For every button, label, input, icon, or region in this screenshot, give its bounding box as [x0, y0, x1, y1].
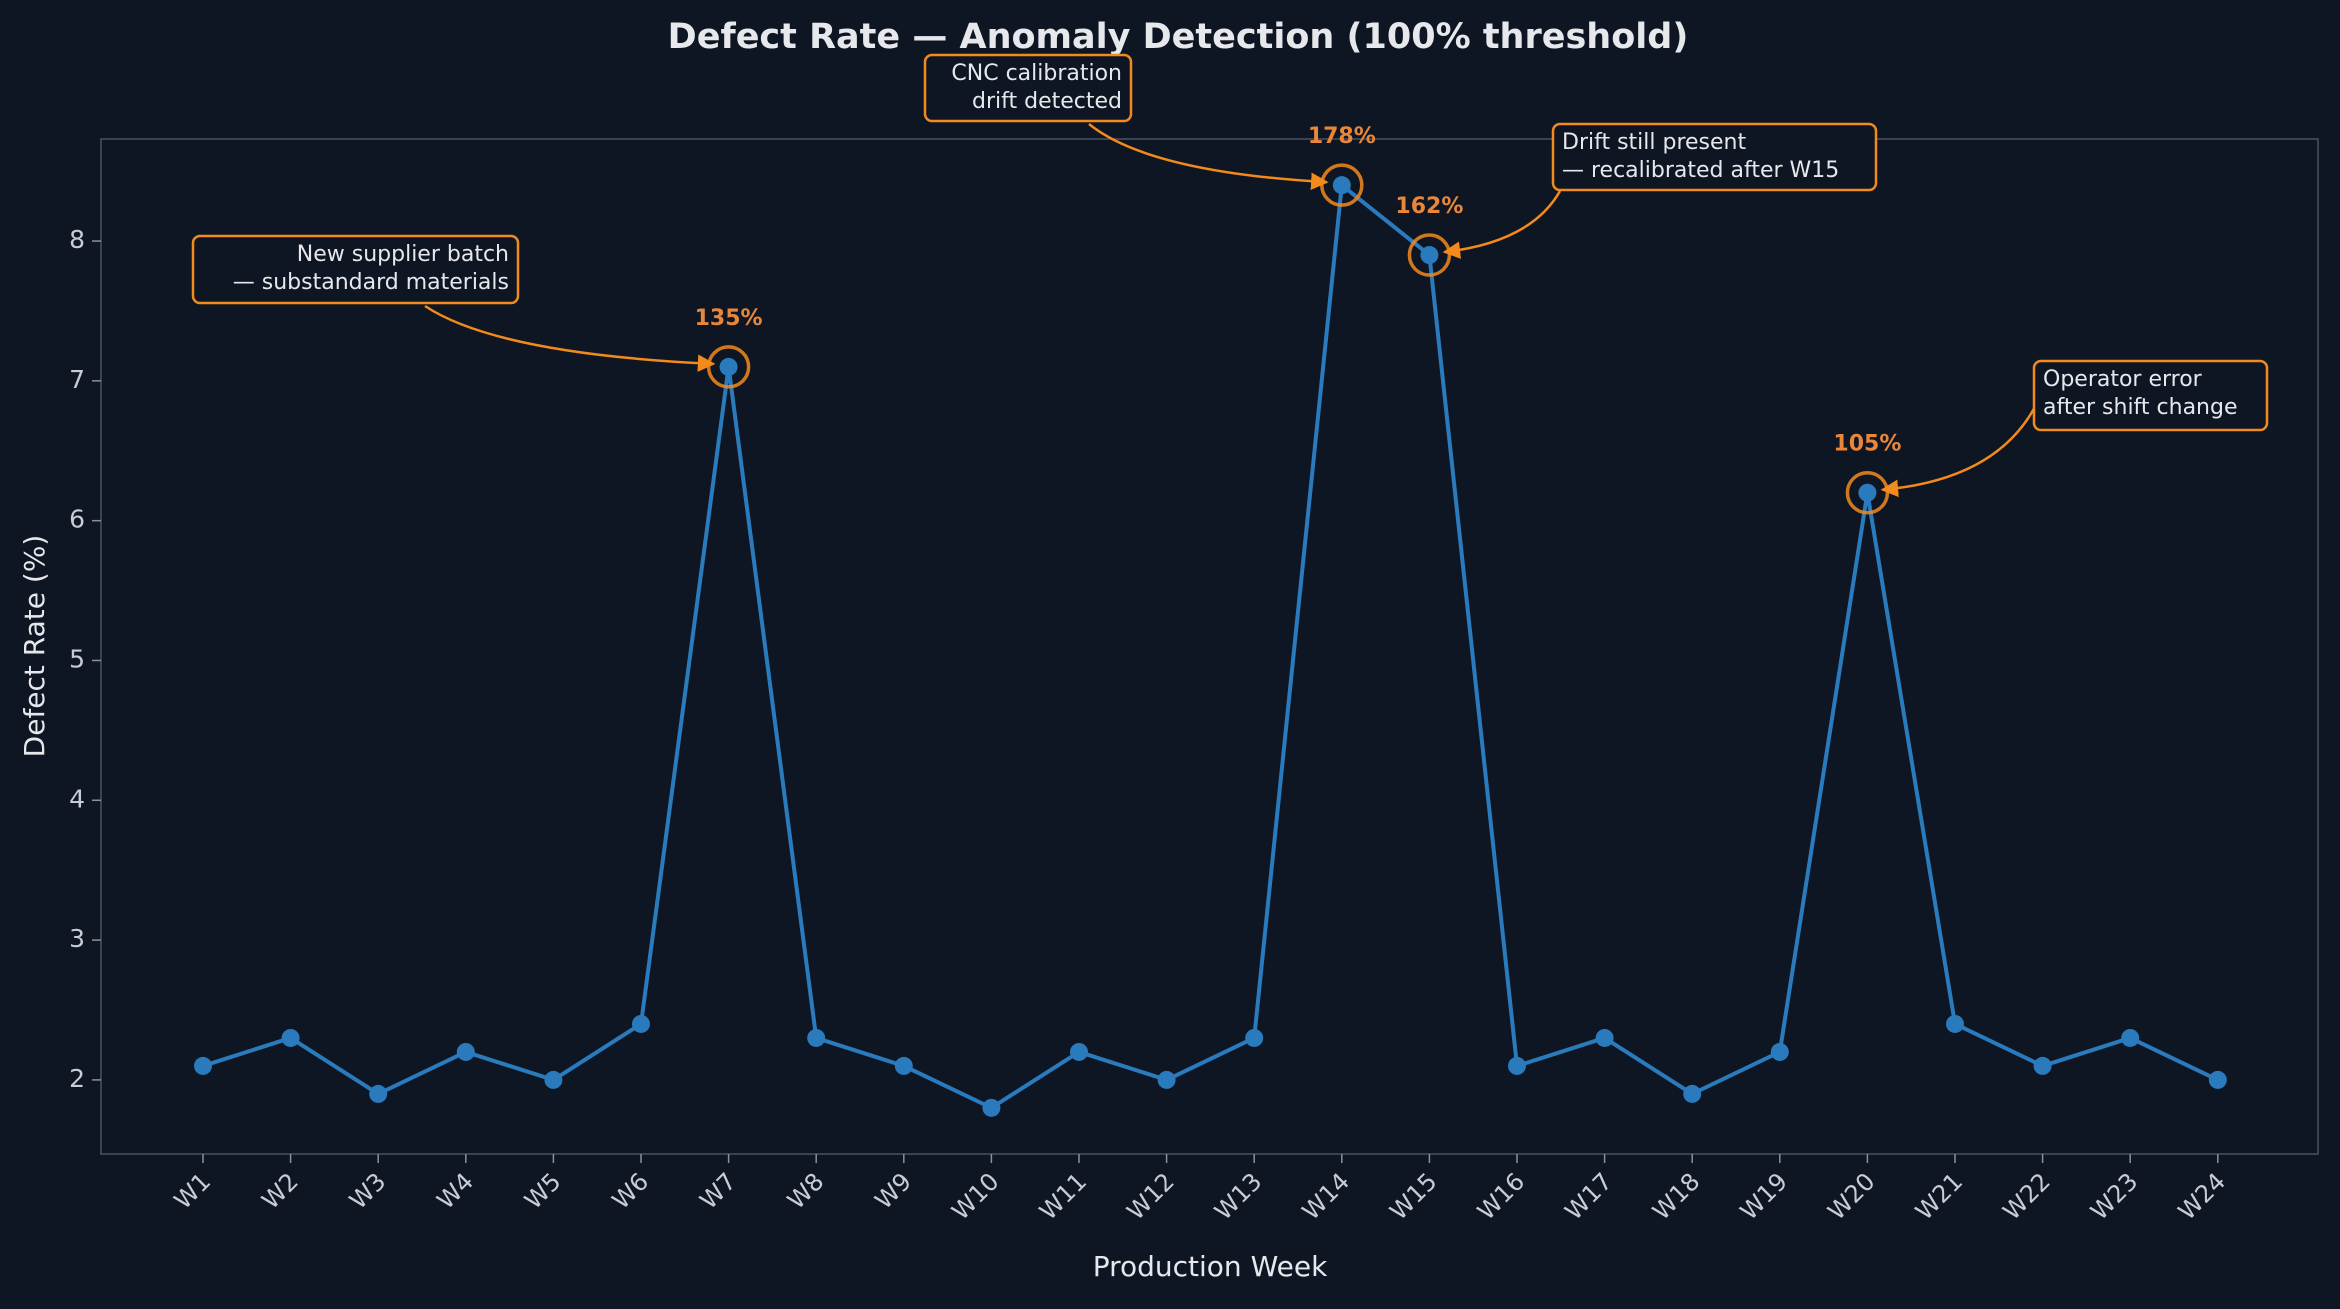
data-point	[2033, 1056, 2052, 1075]
annotation-text: Operator error	[2043, 367, 2203, 392]
data-line	[202, 183, 2219, 1110]
y-tick-label: 7	[69, 365, 85, 394]
data-point	[194, 1056, 212, 1075]
chart-title: Defect Rate — Anomaly Detection (100% th…	[668, 17, 1689, 57]
data-point	[1245, 1028, 1264, 1047]
data-point	[807, 1028, 826, 1047]
y-tick-label: 8	[69, 225, 85, 254]
data-point	[632, 1014, 650, 1033]
y-tick-label: 6	[69, 505, 85, 534]
annotation-arrow	[424, 304, 716, 372]
annotation-arrow	[1880, 402, 2039, 498]
annotation-arrow	[1442, 190, 1562, 259]
annotation-text: CNC calibration	[951, 61, 1122, 86]
data-point	[1946, 1014, 1964, 1033]
data-point	[369, 1084, 388, 1103]
annotation-text: New supplier batch	[297, 242, 509, 267]
data-point	[544, 1070, 563, 1089]
data-point	[982, 1098, 1001, 1117]
anomaly-label: 135%	[695, 306, 763, 331]
annotation-box	[1551, 122, 1878, 192]
anomaly-label: 162%	[1395, 194, 1463, 219]
data-point	[1595, 1028, 1614, 1047]
anomaly-label: 178%	[1308, 124, 1376, 149]
plot-frame	[100, 138, 2319, 1155]
y-tick-label: 2	[69, 1064, 85, 1093]
data-point	[1683, 1084, 1702, 1103]
annotation-box	[923, 53, 1133, 123]
y-axis-label: Defect Rate (%)	[18, 535, 51, 758]
annotation-text: drift detected	[972, 89, 1122, 114]
data-point	[894, 1056, 913, 1075]
data-point	[1770, 1042, 1789, 1061]
data-point	[281, 1028, 300, 1047]
data-point	[1858, 483, 1877, 502]
data-point	[1508, 1056, 1526, 1075]
data-point	[1157, 1070, 1176, 1089]
data-point	[2208, 1070, 2227, 1089]
data-point	[2121, 1028, 2140, 1047]
anomaly-label: 105%	[1833, 432, 1901, 457]
data-point	[1332, 176, 1351, 195]
data-point	[1070, 1042, 1088, 1061]
data-point	[456, 1042, 475, 1061]
annotation-box	[191, 234, 520, 305]
annotation-text: after shift change	[2043, 395, 2238, 420]
y-tick-label: 4	[69, 784, 85, 813]
annotation-text: Drift still present	[1562, 130, 1746, 155]
annotation-arrow	[1088, 123, 1329, 190]
annotation-text: — recalibrated after W15	[1562, 158, 1839, 183]
x-axis-label: Production Week	[1093, 1250, 1328, 1283]
annotation-box	[2032, 359, 2269, 432]
annotation-text: — substandard materials	[233, 270, 509, 295]
data-point	[1420, 246, 1439, 265]
data-point	[719, 357, 738, 376]
y-tick-label: 3	[69, 924, 85, 953]
y-tick-label: 5	[69, 644, 85, 673]
